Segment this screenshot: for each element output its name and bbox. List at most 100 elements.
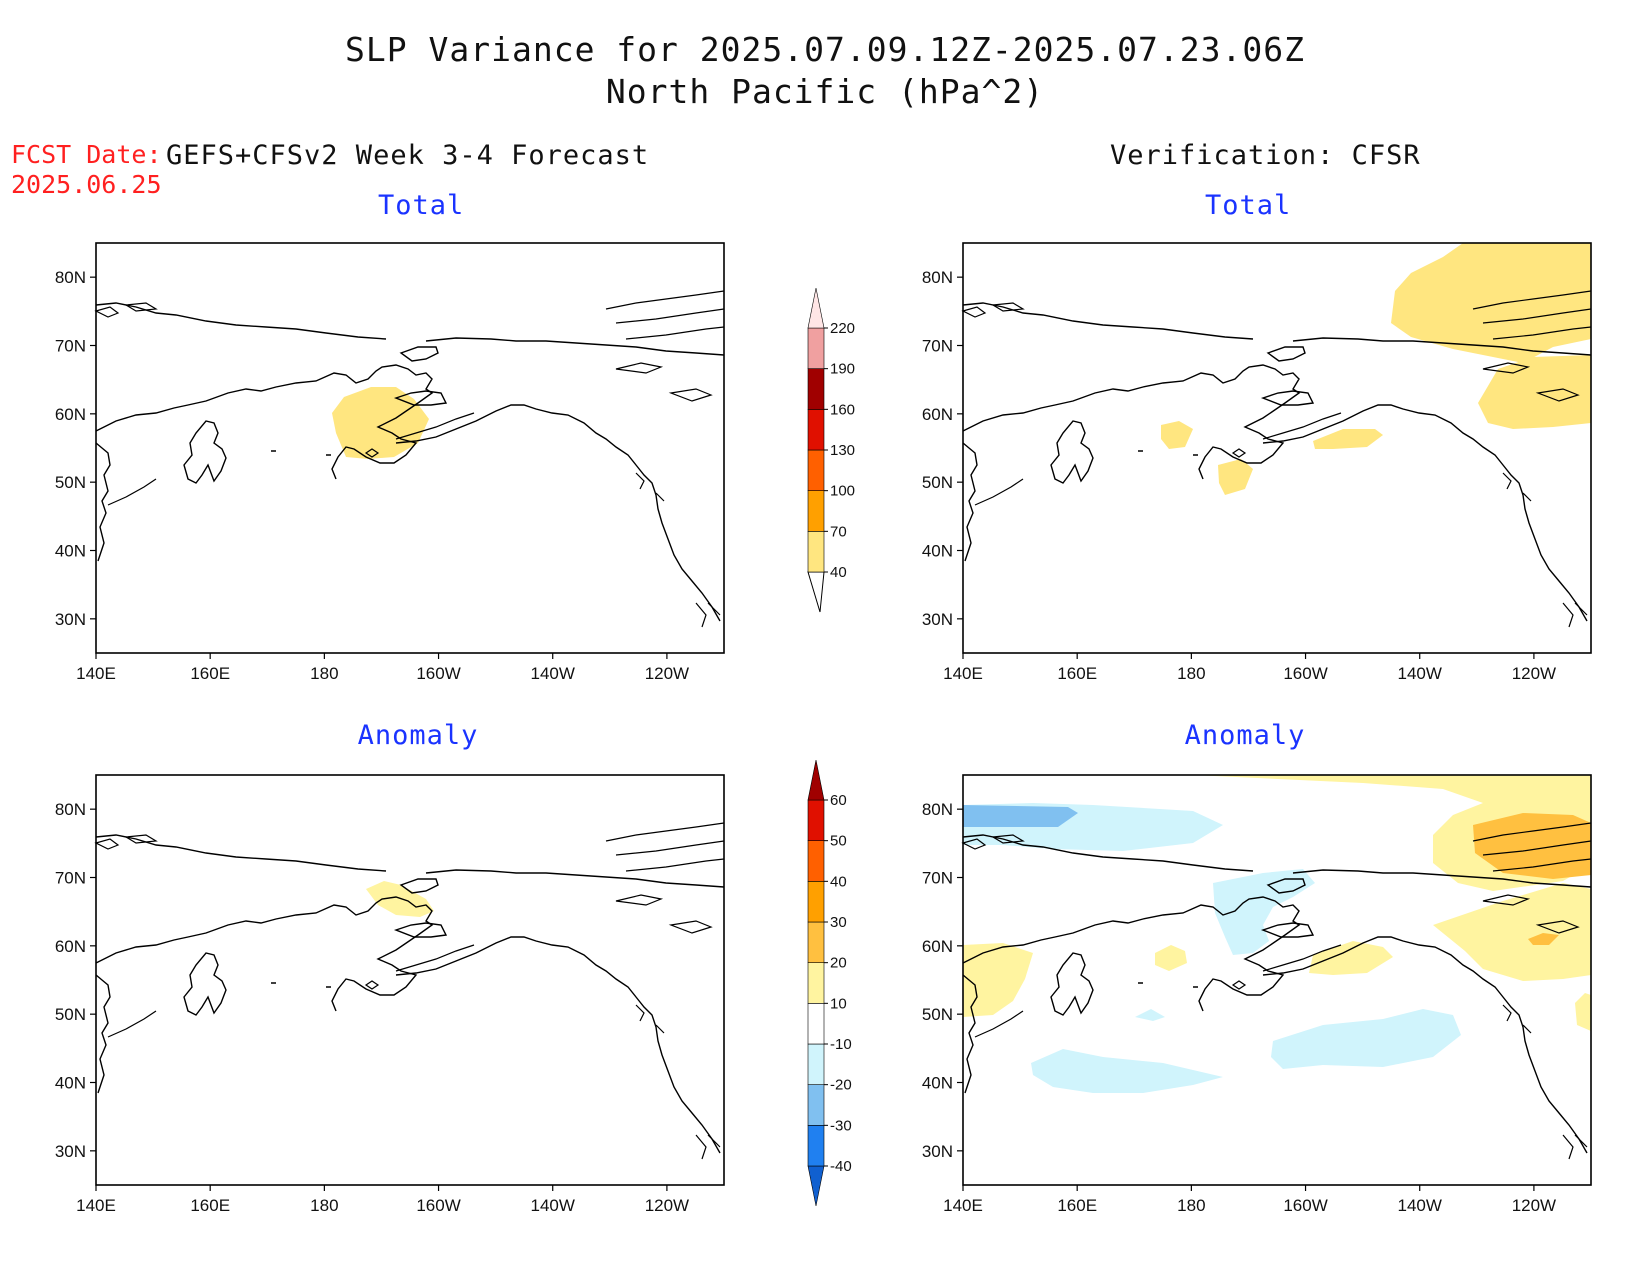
cbar-anom-segment (807, 1043, 825, 1085)
panel-subtitle-verif-anomaly: Anomaly (1184, 720, 1306, 751)
lon-tick-label: 120W (645, 664, 689, 683)
lon-tick-label: 140E (943, 664, 983, 683)
lon-tick-label: 120W (1512, 1196, 1556, 1215)
lat-tick-label: 50N (922, 473, 953, 492)
cbar-anom-label: -10 (830, 1036, 852, 1053)
lat-tick-label: 60N (922, 405, 953, 424)
lon-tick-label: 160W (1283, 664, 1327, 683)
lat-tick-label: 50N (922, 1005, 953, 1024)
cbar-anom-segment (807, 962, 825, 1004)
cbar-anom-label: 50 (830, 833, 847, 850)
lat-tick-label: 40N (922, 1074, 953, 1093)
cbar-total-segment (807, 409, 825, 451)
shade-verif-north (1233, 243, 1591, 363)
cbar-total-label: 70 (830, 523, 847, 540)
shade-verif-c (1313, 429, 1383, 449)
lat-tick-label: 50N (55, 1005, 86, 1024)
lat-tick-label: 30N (922, 610, 953, 629)
lat-tick-label: 80N (55, 268, 86, 287)
lat-tick-label: 30N (55, 1142, 86, 1161)
lon-tick-label: 140W (1398, 664, 1442, 683)
colorbar-total: 40 70 100 130 160 190 220 (807, 287, 855, 613)
main-subtitle: North Pacific (hPa^2) (605, 72, 1045, 111)
cbar-anom-segment (807, 840, 825, 882)
shade-verif-anom-yellow-coast (1575, 993, 1591, 1031)
panel-subtitle-fcst-anomaly: Anomaly (357, 720, 479, 751)
lat-tick-label: 80N (55, 800, 86, 819)
shade-verif-anom-blue-south (1031, 1049, 1223, 1093)
cbar-anom-segment (807, 921, 825, 963)
cbar-total-label: 130 (830, 442, 855, 459)
lon-tick-label: 180 (1177, 1196, 1205, 1215)
shade-verif-b (1218, 459, 1253, 495)
lat-tick-label: 60N (55, 937, 86, 956)
lat-tick-label: 30N (922, 1142, 953, 1161)
cbar-anom-label: 30 (830, 914, 847, 931)
lon-tick-label: 140W (531, 664, 575, 683)
lon-tick-label: 140W (531, 1196, 575, 1215)
lat-tick-label: 60N (922, 937, 953, 956)
panel-subtitle-fcst-total: Total (378, 190, 465, 221)
cbar-total-segment (807, 368, 825, 410)
shade-verif-east (1478, 355, 1591, 429)
lon-tick-label: 180 (310, 664, 338, 683)
cbar-total-label: 190 (830, 361, 855, 378)
cbar-total-label: 220 (830, 320, 855, 337)
cbar-total-top-tip (807, 287, 825, 329)
cbar-total-bottom-tip (807, 571, 825, 613)
shade-verif-anom-blue-small (1135, 1009, 1165, 1021)
shade-verif-anom-yellow-a (1155, 945, 1187, 971)
lon-tick-label: 140E (76, 1196, 116, 1215)
cbar-total-segment (807, 490, 825, 532)
right-column-header: Verification: CFSR (1110, 140, 1421, 171)
lat-tick-label: 80N (922, 268, 953, 287)
fcst-date-value: 2025.06.25 (11, 170, 162, 199)
lon-tick-label: 180 (310, 1196, 338, 1215)
lat-tick-label: 70N (922, 869, 953, 888)
cbar-total-label: 160 (830, 401, 855, 418)
lon-tick-label: 140E (76, 664, 116, 683)
cbar-anom-segment (807, 1003, 825, 1045)
lat-tick-label: 80N (922, 800, 953, 819)
lat-tick-label: 70N (922, 337, 953, 356)
cbar-anom-bottom-tip (807, 1165, 825, 1207)
lon-tick-label: 140E (943, 1196, 983, 1215)
cbar-anom-label: 40 (830, 873, 847, 890)
lon-tick-label: 120W (645, 1196, 689, 1215)
panel-verif-anomaly (962, 774, 1592, 1186)
cbar-anom-label: 60 (830, 792, 847, 809)
lat-tick-label: 70N (55, 337, 86, 356)
cbar-anom-segment (807, 1125, 825, 1167)
lon-tick-label: 180 (1177, 664, 1205, 683)
lat-tick-label: 40N (922, 542, 953, 561)
lon-tick-label: 160E (1057, 664, 1097, 683)
left-column-header: GEFS+CFSv2 Week 3-4 Forecast (166, 140, 650, 171)
lat-tick-label: 30N (55, 610, 86, 629)
cbar-anom-segment (807, 799, 825, 841)
panel-fcst-anomaly (95, 774, 725, 1186)
panel-verif-total (962, 242, 1592, 654)
cbar-anom-label: -30 (830, 1117, 852, 1134)
shade-verif-anom-blue-north-core (963, 805, 1078, 827)
shade-fcst-total-1 (332, 387, 429, 459)
panel-fcst-total (95, 242, 725, 654)
cbar-anom-segment (807, 1084, 825, 1126)
lon-tick-label: 160W (416, 1196, 460, 1215)
cbar-total-segment (807, 531, 825, 573)
cbar-anom-label: 10 (830, 995, 847, 1012)
shade-verif-anom-yellow-east (1433, 883, 1591, 981)
cbar-total-segment (807, 449, 825, 491)
cbar-anom-label: -40 (830, 1158, 852, 1175)
colorbar-anomaly: -40 -30 -20 -10 10 20 30 40 50 60 (807, 759, 852, 1207)
lat-tick-label: 40N (55, 542, 86, 561)
cbar-anom-label: -20 (830, 1077, 852, 1094)
lon-tick-label: 160E (1057, 1196, 1097, 1215)
lon-tick-label: 160E (190, 1196, 230, 1215)
cbar-total-label: 100 (830, 483, 855, 500)
panel-subtitle-verif-total: Total (1205, 190, 1292, 221)
lon-tick-label: 160E (190, 664, 230, 683)
main-title: SLP Variance for 2025.07.09.12Z-2025.07.… (345, 30, 1305, 69)
shade-verif-a (1161, 421, 1193, 449)
shade-verif-anom-blue-bering (1213, 869, 1315, 955)
